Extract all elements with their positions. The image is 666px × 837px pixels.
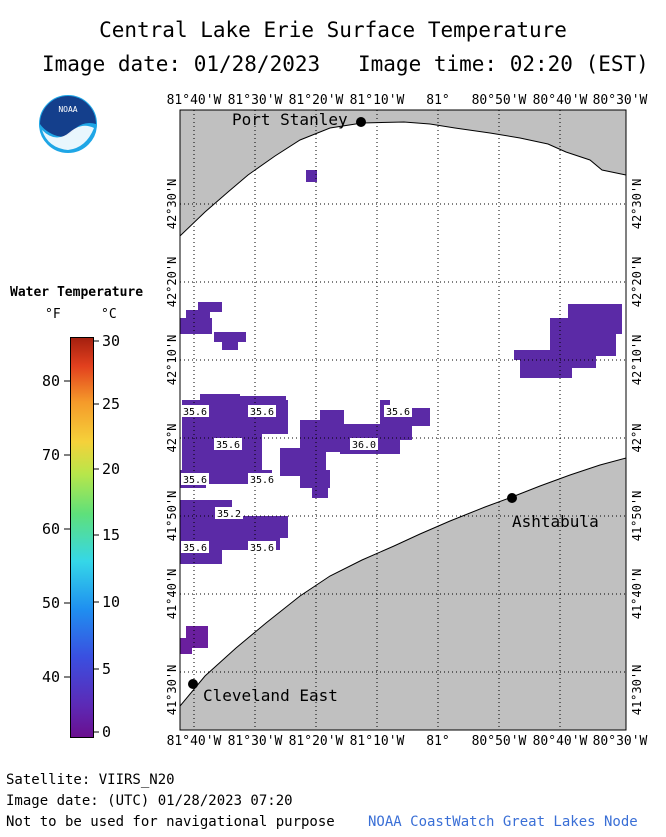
temp-label: 35.6: [250, 543, 274, 554]
image-date: Image date: 01/28/2023: [42, 52, 321, 76]
f-tick-label: 60: [42, 520, 60, 538]
c-tick-label: 10: [102, 593, 120, 611]
satellite-info: Satellite: VIIRS_N20: [6, 772, 175, 788]
lat-label: 41°30'N: [630, 665, 644, 716]
color-scale-bar: [70, 337, 94, 738]
image-time: Image time: 02:20 (EST): [358, 52, 649, 76]
lat-label: 42°10'N: [630, 335, 644, 386]
temperature-cells-coldest: [180, 626, 208, 654]
temperature-labels: 35.6 35.6 35.6 35.6 35.6 36.0 35.6 35.6 …: [181, 405, 412, 554]
map: Port Stanley Ashtabula Cleveland East 35…: [165, 93, 648, 749]
graticule: [180, 110, 626, 730]
lat-labels-right: 42°30'N 42°20'N 42°10'N 42°N 41°50'N 41°…: [630, 179, 644, 716]
lat-label: 41°40'N: [165, 569, 179, 620]
ashtabula-marker: [507, 493, 517, 503]
lon-label: 81°10'W: [350, 734, 405, 749]
north-shore-land: [179, 109, 627, 238]
port-stanley-marker: [356, 117, 366, 127]
temp-label: 35.6: [183, 407, 207, 418]
temp-label: 35.6: [386, 407, 410, 418]
lat-label: 42°10'N: [165, 335, 179, 386]
c-tick-label: 20: [102, 460, 120, 478]
temp-label: 35.2: [217, 509, 241, 520]
f-tick-label: 40: [42, 668, 60, 686]
legend-unit-c: °C: [101, 307, 117, 322]
south-shore-land: [179, 457, 627, 731]
map-frame: [179, 109, 627, 731]
lon-label: 80°50'W: [472, 93, 527, 108]
place-cleveland-east: Cleveland East: [203, 686, 338, 705]
lat-label: 41°30'N: [165, 665, 179, 716]
temp-label: 35.6: [183, 543, 207, 554]
lon-label: 80°40'W: [533, 734, 588, 749]
lat-label: 42°30'N: [630, 179, 644, 230]
lon-label: 81°40'W: [167, 734, 222, 749]
place-ashtabula: Ashtabula: [512, 512, 599, 531]
map-title: Central Lake Erie Surface Temperature: [99, 18, 567, 42]
lon-label: 81°20'W: [289, 93, 344, 108]
lon-label: 81°20'W: [289, 734, 344, 749]
legend-title: Water Temperature: [10, 285, 144, 300]
lon-label: 81°30'W: [228, 734, 283, 749]
lat-label: 41°50'N: [630, 491, 644, 542]
f-tick-label: 50: [42, 594, 60, 612]
disclaimer: Not to be used for navigational purpose: [6, 814, 335, 830]
cleveland-east-marker: [188, 679, 198, 689]
c-tick-label: 25: [102, 395, 120, 413]
lat-labels-left: 42°30'N 42°20'N 42°10'N 42°N 41°50'N 41°…: [165, 179, 179, 716]
legend-unit-f: °F: [45, 307, 61, 322]
c-tick-label: 5: [102, 660, 111, 678]
temp-label: 36.0: [352, 440, 376, 451]
temp-label: 35.6: [250, 407, 274, 418]
lat-label: 42°20'N: [165, 257, 179, 308]
f-tick-label: 80: [42, 372, 60, 390]
lon-label: 81°: [426, 93, 449, 108]
utc-date: Image date: (UTC) 01/28/2023 07:20: [6, 793, 293, 809]
lon-labels-top: 81°40'W 81°30'W 81°20'W 81°10'W 81° 80°5…: [167, 93, 648, 108]
lon-label: 80°40'W: [533, 93, 588, 108]
lon-label: 80°50'W: [472, 734, 527, 749]
noaa-logo: NOAA: [37, 93, 99, 155]
lat-label: 42°N: [630, 424, 644, 453]
lon-label: 80°30'W: [593, 93, 648, 108]
temp-label: 35.6: [216, 440, 240, 451]
lon-label: 81°30'W: [228, 93, 283, 108]
lon-labels-bottom: 81°40'W 81°30'W 81°20'W 81°10'W 81° 80°5…: [167, 734, 648, 749]
lat-label: 42°20'N: [630, 257, 644, 308]
lon-label: 80°30'W: [593, 734, 648, 749]
temp-label: 35.6: [250, 475, 274, 486]
place-port-stanley: Port Stanley: [232, 110, 348, 129]
f-tick-label: 70: [42, 446, 60, 464]
c-tick-label: 0: [102, 723, 111, 741]
temp-label: 35.6: [183, 475, 207, 486]
logo-text: NOAA: [58, 105, 77, 114]
credit-text: NOAA CoastWatch Great Lakes Node: [368, 814, 638, 830]
c-tick-label: 15: [102, 526, 120, 544]
lat-label: 42°N: [165, 424, 179, 453]
lat-label: 42°30'N: [165, 179, 179, 230]
lon-label: 81°: [426, 734, 449, 749]
lat-label: 41°40'N: [630, 569, 644, 620]
lon-label: 81°10'W: [350, 93, 405, 108]
lat-label: 41°50'N: [165, 491, 179, 542]
c-tick-label: 30: [102, 332, 120, 350]
lon-label: 81°40'W: [167, 93, 222, 108]
